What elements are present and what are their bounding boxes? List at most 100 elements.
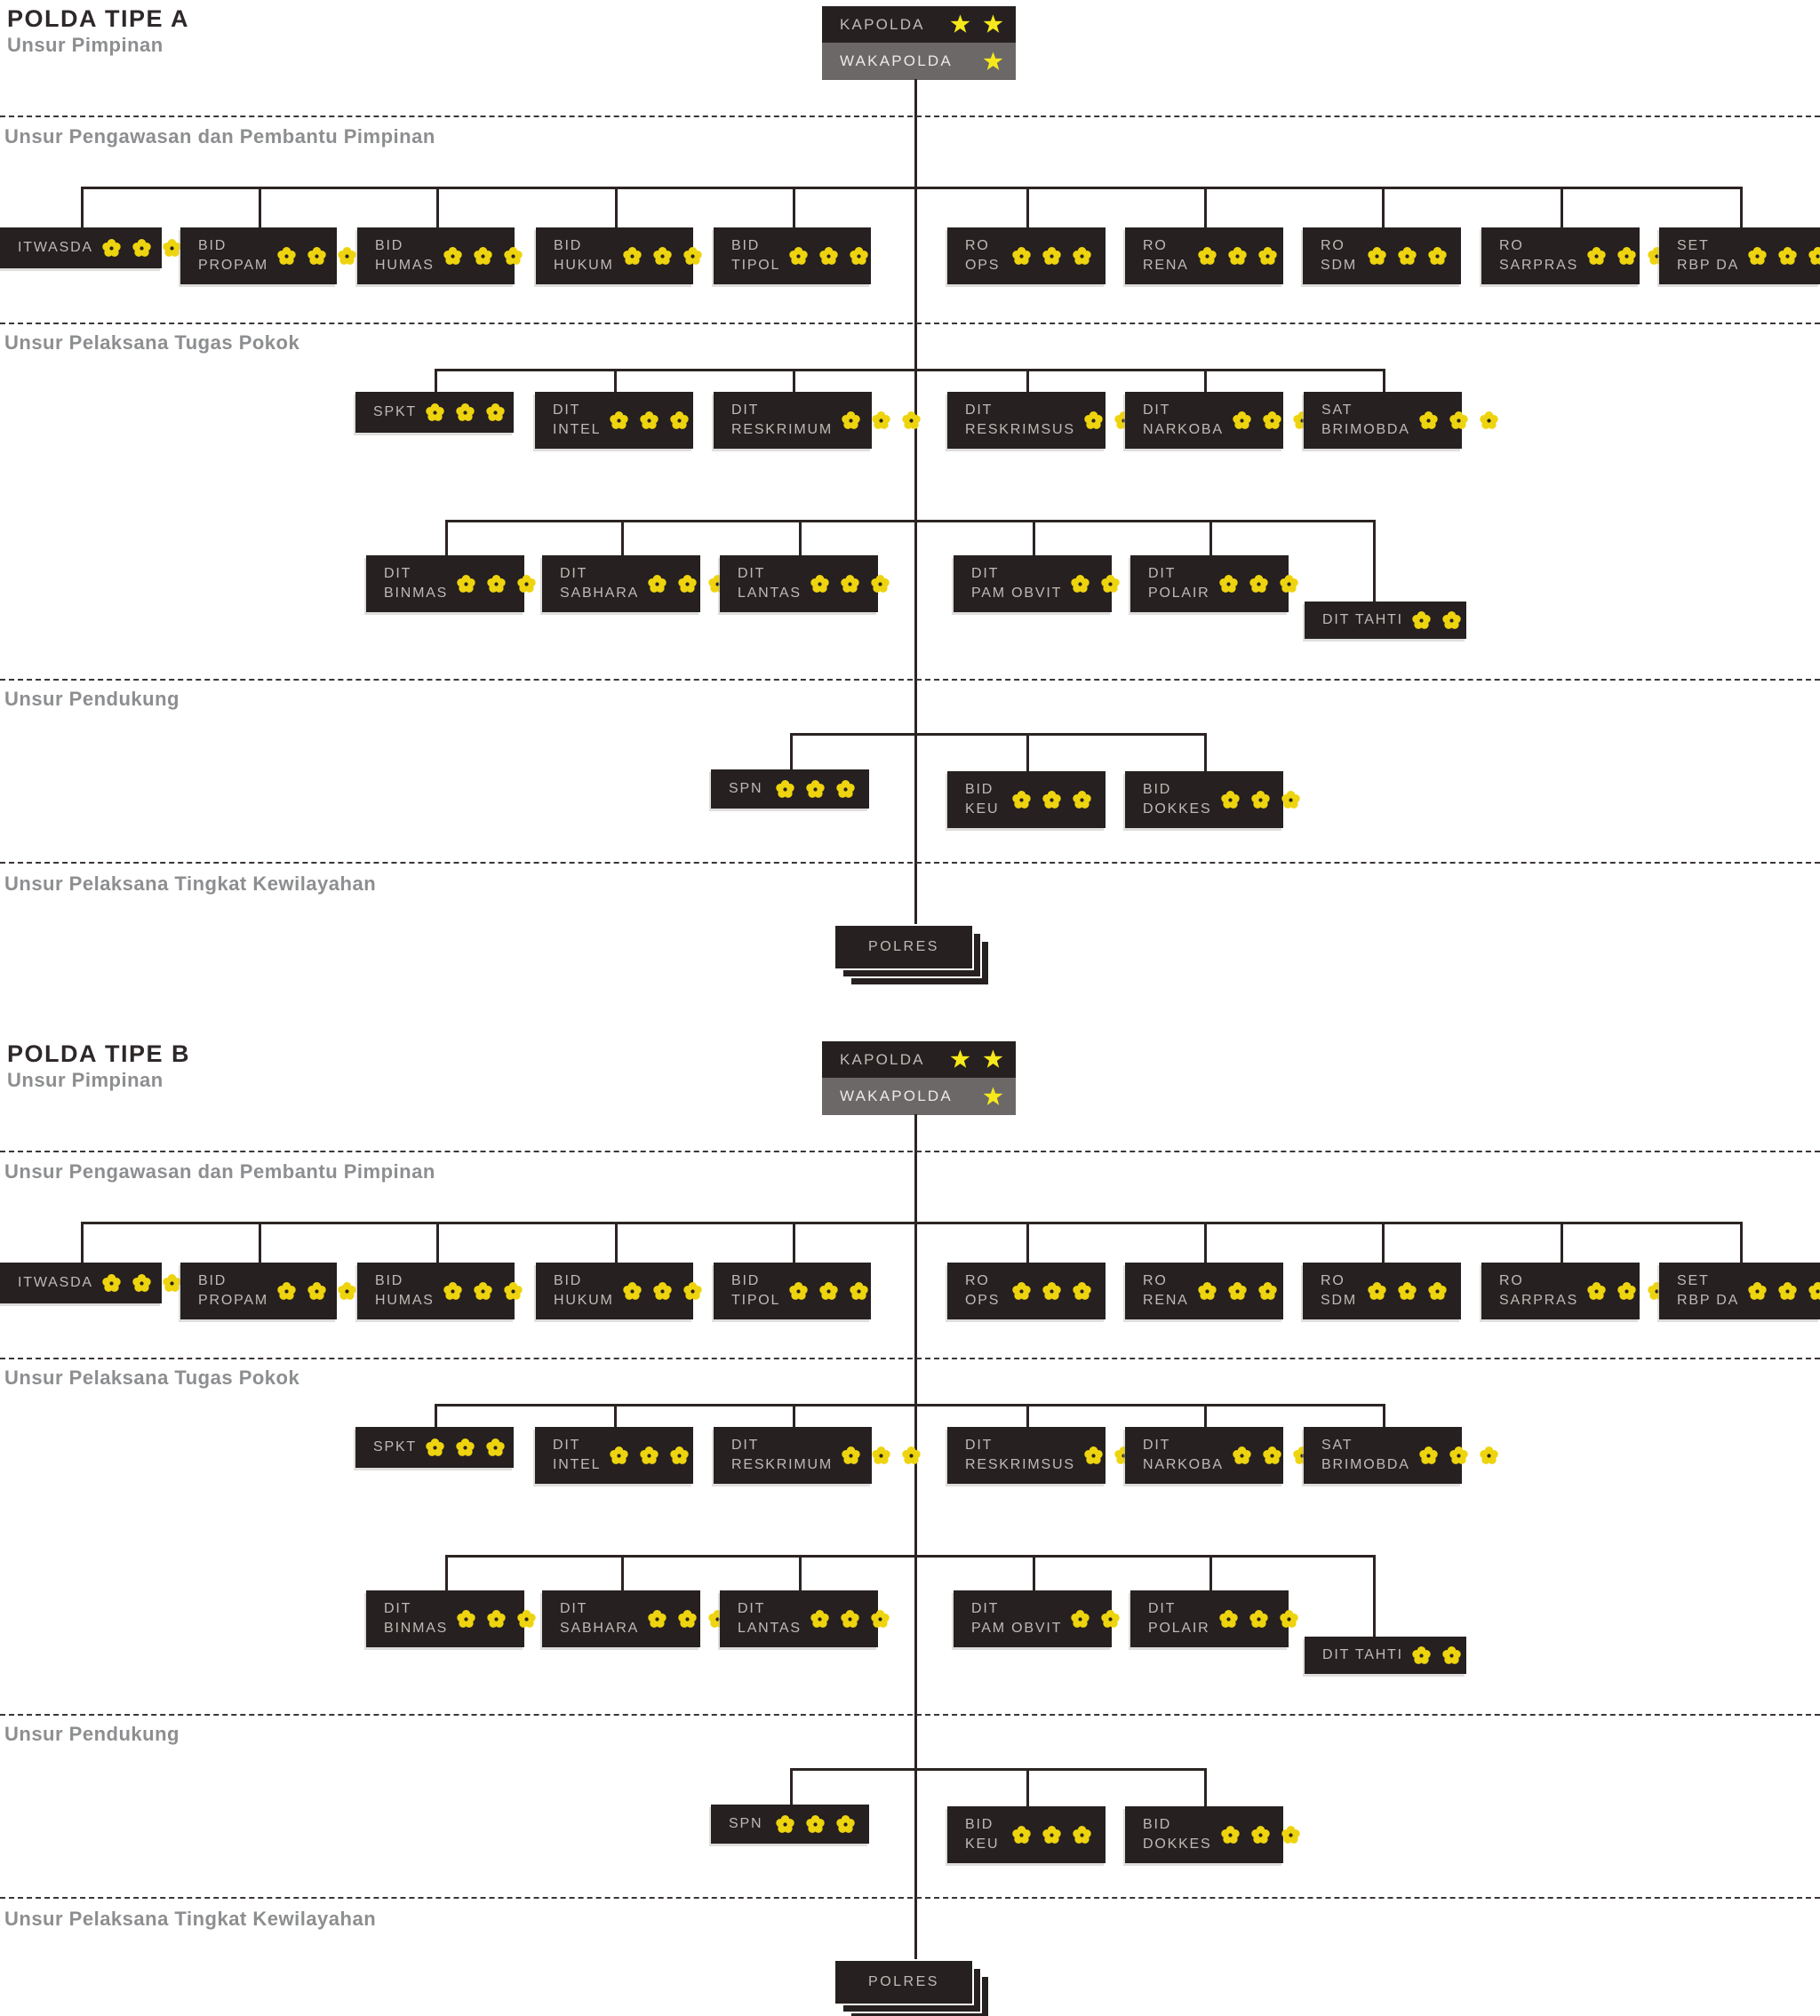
box-label-line: TIPOL: [731, 1293, 781, 1308]
box-label-line: BINMAS: [384, 1621, 449, 1636]
section-title: POLDA TIPE A: [7, 5, 190, 32]
box-label: DIT BINMAS: [384, 1599, 448, 1638]
box-label: DIT RESKRIMSUS: [965, 1436, 1075, 1475]
flower-icon: [306, 1280, 328, 1303]
org-box-bid-keu: BID KEU: [947, 771, 1106, 828]
flower-icon: [1069, 573, 1091, 595]
org-box-ro-ops: RO OPS: [947, 227, 1106, 284]
flower-icon-group: [1417, 1445, 1500, 1467]
section-title: POLDA TIPE B: [7, 1040, 191, 1067]
box-label-line: BID: [554, 238, 583, 253]
drop-connector-line: [1561, 1222, 1563, 1263]
org-box-dit-narkoba: DIT NARKOBA: [1125, 392, 1312, 449]
box-label-line: BID: [731, 238, 761, 253]
flower-icon-group: [787, 245, 870, 267]
box-label-line: PAM OBVIT: [971, 586, 1063, 601]
flower-icon: [869, 573, 891, 595]
group-label: Unsur Pelaksana Tugas Pokok: [4, 1367, 300, 1389]
flower-icon-group: [100, 237, 183, 259]
flower-icon: [1280, 1824, 1302, 1846]
flower-icon: [646, 573, 668, 595]
flower-icon-group: [1585, 245, 1668, 267]
flower-icon: [839, 1608, 861, 1630]
box-label-line: TIPOL: [731, 258, 781, 273]
flower-icon: [1099, 1608, 1122, 1630]
flower-icon: [840, 410, 862, 432]
box-label: RO SDM: [1321, 1271, 1357, 1311]
flower-icon: [100, 237, 123, 259]
box-label-line: DIT: [560, 1601, 588, 1616]
flower-icon-group: [1366, 245, 1449, 267]
bus-connector-line: [435, 1404, 1385, 1406]
org-box-bid-dokkes: BID DOKKES: [1125, 1806, 1300, 1863]
drop-connector-line: [435, 369, 437, 392]
box-label-line: ITWASDA: [18, 240, 93, 255]
star-icon: [950, 14, 970, 35]
box-label-line: HUMAS: [375, 1293, 435, 1308]
flower-icon: [100, 1272, 123, 1295]
wakapolda-box: WAKAPOLDA: [822, 43, 1016, 80]
flower-icon: [1441, 610, 1463, 632]
flower-icon: [455, 1608, 477, 1630]
flower-icon: [1071, 1824, 1093, 1846]
drop-connector-line: [445, 520, 448, 555]
flower-icon-group: [100, 1272, 183, 1295]
flower-icon: [1776, 245, 1799, 267]
box-label-line: HUKUM: [554, 1293, 614, 1308]
flower-icon: [484, 1437, 507, 1459]
drop-connector-line: [615, 187, 618, 227]
flower-icon: [1410, 610, 1433, 632]
star-icon: [950, 1049, 970, 1070]
flower-icon: [161, 1272, 183, 1295]
flower-icon-group: [1010, 1280, 1093, 1303]
box-label-line: RO: [1143, 1273, 1168, 1288]
flower-icon: [306, 245, 328, 267]
box-label: DIT RESKRIMSUS: [965, 401, 1075, 440]
section-subtitle: Unsur Pimpinan: [7, 1069, 164, 1091]
box-label: BID KEU: [965, 1815, 999, 1854]
drop-connector-line: [1373, 1555, 1376, 1637]
trunk-connector-line: [914, 1114, 917, 1961]
bus-connector-line: [790, 733, 1207, 736]
flower-icon: [1426, 245, 1449, 267]
flower-icon: [682, 245, 704, 267]
flower-icon-group: [424, 1437, 507, 1459]
org-box-dit-pam-obvit: DIT PAM OBVIT: [954, 1590, 1150, 1647]
drop-connector-line: [436, 187, 439, 227]
box-label-line: ITWASDA: [18, 1275, 93, 1290]
star-icon-group: [983, 51, 1003, 72]
dashed-divider: [0, 1897, 1820, 1899]
drop-connector-line: [1373, 520, 1376, 602]
flower-icon: [485, 573, 507, 595]
flower-icon: [869, 1608, 891, 1630]
box-label: SAT BRIMOBDA: [1321, 401, 1410, 440]
box-label-line: SPKT: [373, 1439, 417, 1454]
flower-icon: [1585, 245, 1608, 267]
flower-icon: [1041, 1280, 1063, 1303]
flower-icon: [1041, 245, 1063, 267]
flower-icon: [1249, 1824, 1272, 1846]
drop-connector-line: [1383, 369, 1385, 392]
org-box-spkt: SPKT: [355, 1427, 514, 1468]
box-label-line: POLAIR: [1148, 586, 1210, 601]
box-label-line: HUKUM: [554, 258, 614, 273]
org-box-dit-binmas: DIT BINMAS: [366, 1590, 536, 1647]
bus-connector-line: [81, 1222, 1743, 1224]
org-box-spkt: SPKT: [355, 392, 514, 433]
flower-icon: [608, 1445, 630, 1467]
drop-connector-line: [790, 733, 793, 769]
flower-icon: [834, 1813, 857, 1836]
box-label: DIT TAHTI: [1322, 1645, 1403, 1665]
box-label-line: SARPRAS: [1499, 258, 1579, 273]
flower-icon: [442, 1280, 464, 1303]
box-label-line: WAKAPOLDA: [840, 1088, 953, 1104]
drop-connector-line: [1033, 1555, 1035, 1590]
box-label: BID DOKKES: [1143, 1815, 1212, 1854]
flower-icon: [1417, 1445, 1440, 1467]
flower-icon: [484, 402, 507, 424]
box-label-line: KEU: [965, 1837, 1000, 1852]
flower-icon-group: [608, 1445, 690, 1467]
flower-icon: [1071, 1280, 1093, 1303]
org-box-ro-sarpras: RO SARPRAS: [1481, 1263, 1666, 1319]
org-box-ro-sdm: RO SDM: [1303, 1263, 1461, 1319]
